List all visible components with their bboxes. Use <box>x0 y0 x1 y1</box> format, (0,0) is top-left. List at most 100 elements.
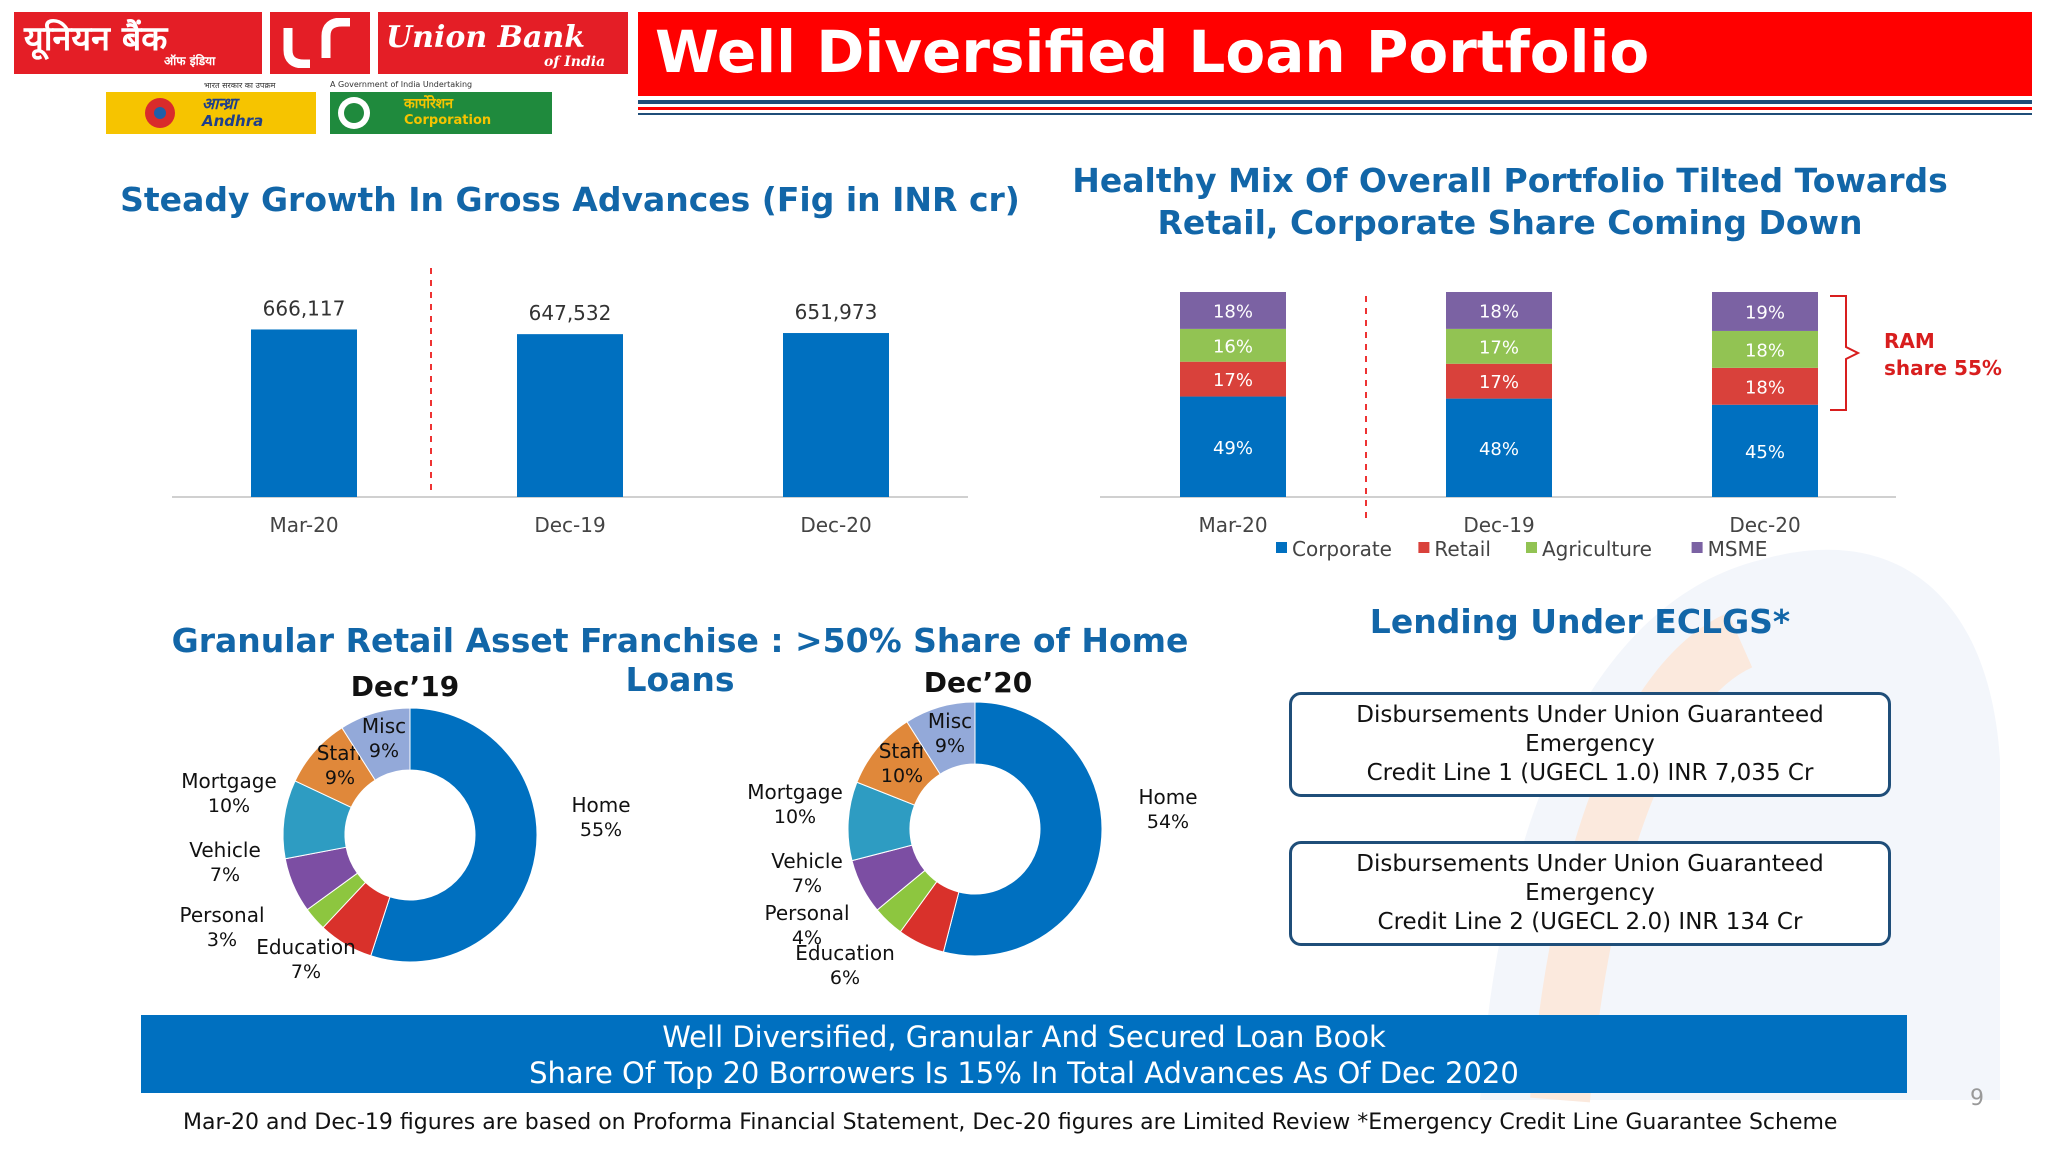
legend-swatch-msme <box>1691 542 1703 553</box>
ram-share-note: RAM share 55% <box>1884 328 2002 382</box>
mix-segment-agriculture <box>1446 328 1552 364</box>
donut-label-home: Home <box>571 793 630 817</box>
donut-label-education: Education <box>795 941 895 965</box>
mix-segment-label: 16% <box>1213 336 1253 357</box>
ram-label: RAM <box>1884 329 1935 353</box>
mix-segment-label: 19% <box>1745 302 1785 323</box>
donut-label-misc: Misc <box>928 709 972 733</box>
legend-label-corporate: Corporate <box>1292 537 1392 561</box>
banner-line1: Well Diversified, Granular And Secured L… <box>662 1020 1386 1054</box>
donut-label-staff: Staff <box>879 739 927 763</box>
advances-bar-dec-19 <box>517 334 623 497</box>
mix-segment-label: 17% <box>1479 337 1519 358</box>
retail-title: Granular Retail Asset Franchise : >50% S… <box>171 621 1189 699</box>
donut-label-vehicle: Vehicle <box>771 849 843 873</box>
donut-value-mortgage: 10% <box>208 795 250 817</box>
portfolio-mix-title-line1: Healthy Mix Of Overall Portfolio Tilted … <box>1072 161 1948 200</box>
ugecl2-line2: Credit Line 2 (UGECL 2.0) INR 134 Cr <box>1377 909 1803 935</box>
donut-value-vehicle: 7% <box>210 864 240 886</box>
logo-english: Union Bank <box>386 20 586 55</box>
donut-value-staff: 10% <box>881 765 923 787</box>
mix-segment-retail <box>1446 363 1552 399</box>
donut-label-vehicle: Vehicle <box>189 838 261 862</box>
donut-value-personal: 4% <box>792 927 822 949</box>
mix-category-label: Mar-20 <box>1198 513 1267 537</box>
ugecl1-box: Disbursements Under Union Guaranteed Eme… <box>1289 692 1891 797</box>
ugecl2-line1: Disbursements Under Union Guaranteed Eme… <box>1356 851 1824 906</box>
donut-label-personal: Personal <box>764 901 849 925</box>
donut-value-vehicle: 7% <box>792 875 822 897</box>
title-stripe-navy-thin <box>638 113 2032 115</box>
legend-swatch-agriculture <box>1526 542 1537 553</box>
mix-category-label: Dec-20 <box>1729 513 1800 537</box>
mix-segment-label: 18% <box>1479 301 1519 322</box>
donut-value-staff: 9% <box>325 767 355 789</box>
donut-value-home: 55% <box>580 819 622 841</box>
logo-english-sub: of India <box>544 54 606 70</box>
page-number: 9 <box>1970 1086 1984 1111</box>
mix-segment-label: 48% <box>1479 439 1519 460</box>
donut-value-education: 6% <box>830 967 860 989</box>
mix-category-label: Dec-19 <box>1463 513 1534 537</box>
corporation-hindi: कार्पोरेशन <box>404 96 453 112</box>
advances-value-label: 651,973 <box>795 300 878 324</box>
ugecl1-line1: Disbursements Under Union Guaranteed Eme… <box>1356 702 1824 757</box>
legend-label-msme: MSME <box>1708 537 1768 561</box>
donut-label-education: Education <box>256 935 356 959</box>
mix-segment-agriculture <box>1180 328 1286 362</box>
mix-segment-corporate <box>1180 396 1286 497</box>
title-stripe-navy <box>638 100 2032 104</box>
donut-slice-home <box>942 701 1103 957</box>
logo-tagline-hindi: भारत सरकार का उपक्रम <box>204 81 276 90</box>
donut-label-misc: Misc <box>362 714 406 738</box>
advances-category-label: Dec-20 <box>800 513 871 537</box>
donut-slice-misc <box>906 701 976 775</box>
andhra-hindi: आन्ध्रा <box>202 94 237 113</box>
union-bank-emblem-icon <box>283 18 350 68</box>
donut-value-misc: 9% <box>935 735 965 757</box>
legend-label-agriculture: Agriculture <box>1542 537 1652 561</box>
banner-line2: Share Of Top 20 Borrowers Is 15% In Tota… <box>529 1056 1519 1090</box>
ugecl2-box: Disbursements Under Union Guaranteed Eme… <box>1289 841 1891 946</box>
mix-segment-label: 49% <box>1213 438 1253 459</box>
mix-segment-corporate <box>1712 404 1818 497</box>
mix-segment-corporate <box>1446 398 1552 497</box>
summary-banner: Well Diversified, Granular And Secured L… <box>141 1015 1907 1093</box>
corporation-text: Corporation <box>404 113 492 128</box>
portfolio-mix-title-line2: Retail, Corporate Share Coming Down <box>1157 203 1863 242</box>
mix-segment-msme <box>1712 292 1818 331</box>
mix-segment-label: 18% <box>1745 377 1785 398</box>
legend-label-retail: Retail <box>1434 537 1491 561</box>
logo-hindi-sub: ऑफ इंडिया <box>164 54 216 68</box>
advances-value-label: 666,117 <box>263 296 346 320</box>
advances-value-label: 647,532 <box>529 301 612 325</box>
mix-segment-label: 18% <box>1745 340 1785 361</box>
union-bank-logo: यूनियन बैंक ऑफ इंडिया Union Bank of Indi… <box>14 12 628 142</box>
mix-segment-retail <box>1180 361 1286 397</box>
legend-swatch-corporate <box>1276 542 1287 553</box>
donut-label-personal: Personal <box>179 903 264 927</box>
andhra-logo: आन्ध्रा Andhra <box>106 92 316 134</box>
gross-advances-title: Steady Growth In Gross Advances (Fig in … <box>120 180 1020 219</box>
mix-segment-label: 45% <box>1745 442 1785 463</box>
corporation-logo: कार्पोरेशन Corporation <box>330 92 552 134</box>
logo-tagline: A Government of India Undertaking <box>330 80 473 89</box>
portfolio-mix-title: Healthy Mix Of Overall Portfolio Tilted … <box>1040 160 1980 244</box>
footnote: Mar-20 and Dec-19 figures are based on P… <box>183 1110 1838 1135</box>
advances-bar-dec-20 <box>783 333 889 497</box>
mix-segment-msme <box>1180 292 1286 329</box>
mix-segment-agriculture <box>1712 330 1818 368</box>
advances-category-label: Dec-19 <box>534 513 605 537</box>
donut-slice-misc <box>341 707 411 781</box>
eclgs-title: Lending Under ECLGS* <box>1369 602 1791 641</box>
ram-bracket <box>1830 295 1861 411</box>
donut-value-misc: 9% <box>369 740 399 762</box>
andhra-emblem-icon <box>145 98 175 128</box>
donut-label-mortgage: Mortgage <box>181 769 277 793</box>
donut-value-home: 54% <box>1147 811 1189 833</box>
mix-segment-msme <box>1446 292 1552 329</box>
mix-segment-label: 18% <box>1213 301 1253 322</box>
title-stripe-red <box>638 107 2032 110</box>
